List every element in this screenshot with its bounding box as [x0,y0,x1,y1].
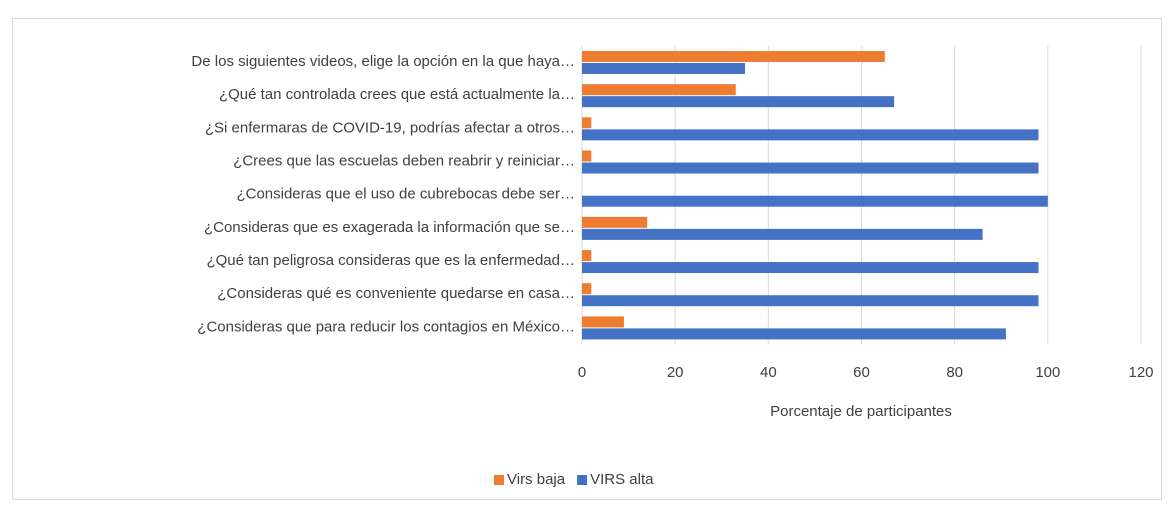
legend-label: Virs baja [507,471,566,488]
y-tick-label: ¿Consideras que es exagerada la informac… [204,219,575,236]
bar [582,328,1006,340]
bar [582,162,1039,174]
bar [582,295,1039,307]
x-tick-label: 0 [578,364,586,381]
bar [582,316,624,328]
bar [582,216,648,228]
x-tick-label: 20 [667,364,684,381]
legend-swatch [494,475,504,485]
legend-label: VIRS alta [590,471,654,488]
x-axis-title: Porcentaje de participantes [770,403,952,420]
bar [582,96,895,108]
bar [582,62,746,74]
bar [582,150,592,162]
legend-swatch [577,475,588,485]
y-tick-label: ¿Qué tan peligrosa consideras que es la … [206,252,575,269]
bar [582,50,885,62]
bar [582,228,983,240]
y-tick-label: ¿Qué tan controlada crees que está actua… [219,86,575,103]
y-tick-label: ¿Consideras que para reducir los contagi… [197,318,575,335]
x-tick-label: 60 [853,364,870,381]
x-tick-label: 80 [946,364,963,381]
bar [582,117,592,129]
bar [582,195,1048,207]
bar [582,84,736,96]
x-tick-label: 40 [760,364,777,381]
y-tick-label: ¿Crees que las escuelas deben reabrir y … [233,152,575,169]
x-tick-label: 100 [1035,364,1060,381]
x-tick-label: 120 [1128,364,1153,381]
y-tick-label: ¿Consideras que el uso de cubrebocas deb… [236,186,575,203]
y-tick-label: De los siguientes videos, elige la opció… [191,53,575,70]
bar [582,262,1039,274]
y-tick-label: ¿Consideras qué es conveniente quedarse … [217,285,575,302]
bar [582,250,592,262]
bar [582,129,1039,141]
y-tick-label: ¿Si enfermaras de COVID-19, podrías afec… [205,119,575,136]
bar [582,283,592,295]
